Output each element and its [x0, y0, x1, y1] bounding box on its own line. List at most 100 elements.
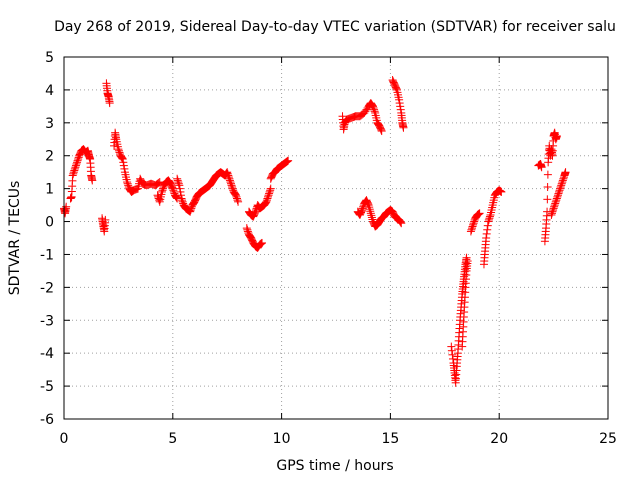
data-point — [101, 215, 110, 224]
data-point — [557, 179, 566, 188]
data-point — [262, 196, 271, 205]
data-point — [70, 164, 79, 173]
data-points — [60, 76, 570, 387]
data-point — [485, 212, 494, 221]
data-point — [367, 211, 376, 220]
data-point — [395, 99, 404, 108]
data-point — [548, 207, 557, 216]
data-point — [483, 225, 492, 234]
data-point — [369, 104, 378, 113]
data-point — [68, 171, 77, 180]
data-point — [233, 196, 242, 205]
data-point — [166, 178, 175, 187]
data-point — [155, 196, 164, 205]
data-point — [552, 196, 561, 205]
data-point — [554, 189, 563, 198]
data-point — [364, 199, 373, 208]
data-point — [187, 204, 196, 213]
data-point — [225, 174, 234, 183]
data-point — [482, 229, 491, 238]
data-point — [227, 181, 236, 190]
y-tick-label: -3 — [40, 313, 54, 329]
data-point — [543, 182, 552, 191]
data-point — [261, 199, 270, 208]
data-point — [550, 202, 559, 211]
data-point — [123, 178, 132, 187]
data-point — [558, 178, 567, 187]
data-point — [232, 192, 241, 201]
data-point — [264, 192, 272, 201]
data-point — [358, 204, 367, 213]
data-point — [395, 95, 404, 104]
data-point — [396, 218, 405, 227]
data-point — [367, 213, 376, 222]
data-point — [448, 354, 457, 363]
data-point — [174, 178, 183, 187]
y-tick-label: 4 — [45, 83, 54, 99]
data-point — [284, 156, 293, 165]
data-point — [396, 217, 405, 226]
data-point — [358, 206, 367, 215]
data-point — [186, 206, 195, 215]
data-point — [399, 123, 408, 132]
data-point — [366, 209, 375, 218]
data-point — [559, 174, 568, 183]
data-point — [223, 168, 232, 177]
data-point — [159, 184, 168, 193]
data-point — [447, 342, 456, 351]
data-point — [561, 168, 570, 177]
data-point — [370, 105, 379, 114]
y-tick-label: -4 — [40, 346, 54, 362]
data-point — [366, 207, 375, 216]
data-point — [186, 207, 195, 216]
x-tick-label: 15 — [381, 431, 399, 447]
data-point — [475, 209, 484, 218]
y-tick-label: -5 — [40, 379, 54, 395]
data-point — [497, 187, 506, 196]
data-point — [178, 197, 187, 206]
data-point — [483, 221, 492, 230]
data-point — [114, 146, 123, 155]
y-tick-label: -1 — [40, 247, 54, 263]
data-point — [246, 233, 255, 242]
data-point — [484, 215, 493, 224]
data-point — [190, 198, 199, 207]
data-point — [265, 189, 274, 198]
data-point — [231, 191, 240, 200]
data-point — [552, 194, 561, 203]
data-point — [556, 184, 565, 193]
data-point — [88, 176, 97, 185]
x-axis-label: GPS time / hours — [276, 458, 393, 474]
data-point — [224, 173, 233, 182]
data-point — [553, 192, 562, 201]
data-point — [553, 191, 562, 200]
data-point — [370, 107, 379, 116]
data-point — [547, 210, 556, 219]
y-tick-label: -6 — [40, 412, 54, 428]
x-tick-label: 10 — [273, 431, 291, 447]
data-point — [226, 178, 235, 187]
axis-ticks — [63, 56, 609, 420]
data-point — [368, 102, 377, 111]
data-point — [485, 214, 494, 223]
data-point — [71, 161, 80, 170]
data-point — [154, 178, 163, 187]
data-point — [258, 238, 267, 247]
x-tick-label: 25 — [599, 431, 617, 447]
x-tick-label: 5 — [168, 431, 177, 447]
data-point — [105, 99, 114, 108]
data-point — [178, 196, 187, 205]
data-point — [228, 184, 237, 193]
grid-lines — [64, 57, 608, 419]
data-point — [364, 201, 373, 210]
data-point — [447, 346, 456, 355]
data-point — [243, 227, 252, 236]
y-tick-label: -2 — [40, 280, 54, 296]
y-tick-label: 1 — [45, 182, 54, 198]
y-axis-label: SDTVAR / TECUs — [7, 181, 23, 296]
data-point — [469, 219, 478, 228]
data-point — [470, 217, 479, 226]
y-tick-label: 2 — [45, 149, 54, 165]
data-point — [482, 234, 491, 242]
data-point — [234, 197, 243, 206]
